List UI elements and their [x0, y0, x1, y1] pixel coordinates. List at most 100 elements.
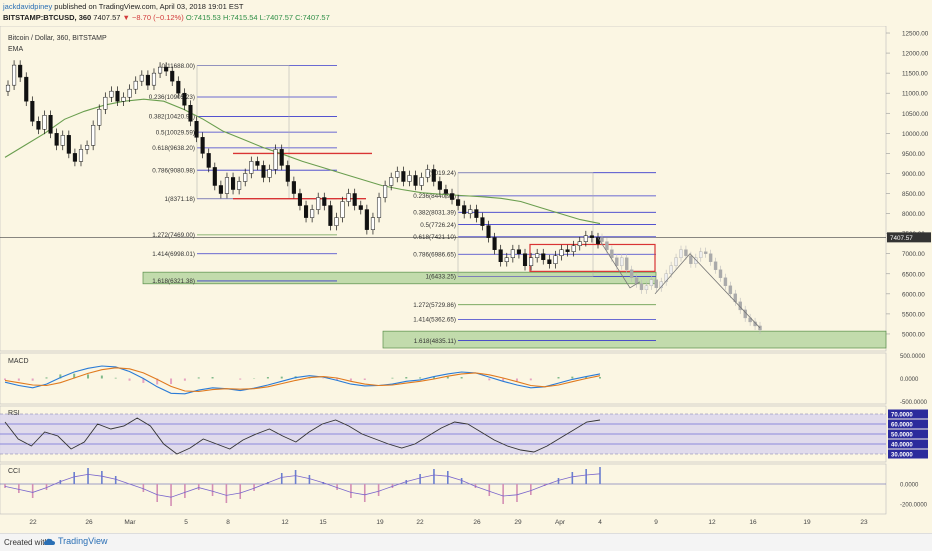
rsi-tick-tag	[888, 409, 928, 419]
macd-tick-label: 0.0000	[900, 377, 919, 383]
candle-body	[24, 76, 29, 102]
fib-level-label: 1.618(6321.38)	[152, 278, 195, 285]
candle-body	[328, 205, 333, 226]
candle-body	[595, 237, 601, 244]
time-tick-label: 19	[803, 519, 811, 526]
rsi-tick-label: 50.0000	[891, 432, 913, 438]
candle-body	[127, 88, 132, 98]
projection-body	[629, 269, 634, 278]
footer: Created with TradingView	[0, 533, 932, 551]
projection-path	[654, 253, 761, 329]
rsi-tick-label: 60.0000	[891, 422, 913, 428]
projection-body	[615, 257, 619, 266]
tradingview-brand[interactable]: TradingView	[58, 536, 108, 546]
fib-level-label: 1.414(6998.01)	[152, 251, 195, 258]
candle-body	[364, 209, 369, 230]
fib-level-label: 0.786(9080.98)	[152, 167, 195, 174]
symbol-line: BITSTAMP:BTCUSD, 360 7407.57 ▼ −8.70 (−0…	[3, 13, 330, 22]
candle-body	[164, 66, 169, 72]
time-tick-label: Apr	[555, 519, 566, 526]
cci-line	[4, 473, 601, 498]
time-tick-label: 29	[514, 519, 522, 526]
fib-level-label: 0.5(7726.24)	[420, 222, 456, 229]
price-tick-label: 10000.00	[902, 131, 929, 138]
candle-body	[486, 225, 491, 238]
rsi-tick-label: 40.0000	[891, 442, 913, 448]
projection-body	[644, 285, 649, 291]
macd-tick-label: -500.0000	[900, 400, 928, 406]
candle-body	[285, 165, 290, 182]
projection-body	[699, 251, 703, 258]
last-price-tag	[887, 232, 931, 243]
time-tick-label: 26	[85, 519, 93, 526]
candle-body	[425, 169, 430, 178]
candle-body	[103, 96, 108, 110]
candle-body	[553, 255, 558, 264]
candle-body	[158, 66, 163, 74]
rsi-tick-tag	[888, 429, 928, 439]
chart-title: Bitcoin / Dollar, 360, BITSTAMP	[8, 35, 107, 42]
candle-body	[559, 249, 564, 256]
projection-body	[718, 269, 723, 278]
projection-body	[605, 241, 609, 250]
rsi-label: RSI	[8, 410, 20, 417]
candle-body	[200, 137, 205, 154]
candle-body	[212, 167, 217, 186]
candle-body	[54, 133, 59, 146]
projection-body	[684, 249, 688, 256]
price-tick-label: 8000.00	[902, 211, 925, 218]
price-tick-label: 9500.00	[902, 151, 925, 158]
candle-body	[30, 100, 35, 122]
candle-body	[401, 171, 406, 182]
candle-body	[346, 193, 351, 202]
candle-body	[498, 249, 503, 262]
projection-body	[708, 253, 713, 262]
macd-tick-label: 500.0000	[900, 354, 926, 360]
candle-body	[577, 241, 582, 246]
candle-body	[340, 201, 345, 218]
candle-body	[12, 64, 17, 86]
candle-body	[431, 169, 436, 182]
candle-body	[224, 177, 230, 194]
symbol-name: BITSTAMP:BTCUSD, 360	[3, 13, 92, 22]
candle-body	[18, 64, 23, 78]
projection-body	[600, 237, 604, 242]
candle-body	[583, 235, 588, 242]
candle-body	[589, 235, 594, 238]
projection-body	[689, 255, 693, 264]
time-tick-label: 26	[473, 519, 481, 526]
fib-level-label: 1.272(5729.86)	[413, 302, 456, 309]
last-price-tag-label: 7407.57	[890, 235, 913, 242]
author-link[interactable]: jackdavidpiney	[3, 2, 53, 11]
time-tick-label: 8	[226, 519, 230, 526]
cci-pane	[0, 463, 887, 515]
candle-body	[468, 209, 473, 214]
publish-header: jackdavidpiney published on TradingView.…	[0, 0, 932, 26]
candle-body	[535, 253, 540, 258]
time-tick-label: 9	[654, 519, 658, 526]
candle-body	[291, 181, 296, 194]
chart-area[interactable]: 12500.00 12000.00 11500.00 11000.00 10500.00…	[0, 26, 932, 533]
candle-body	[370, 217, 375, 230]
candle-body	[310, 209, 315, 218]
price-tick-label: 6500.00	[902, 271, 925, 278]
fib-level-label: 1(8371.18)	[165, 196, 195, 203]
price-tick-label: 6000.00	[902, 291, 925, 298]
fib-level-label: 1.618(4835.11)	[414, 338, 456, 345]
rsi-tick-tag	[888, 419, 928, 429]
candle-body	[273, 149, 278, 170]
price-tick-label: 11000.00	[902, 91, 928, 98]
candle-body	[78, 149, 84, 162]
fib-level-label: 0.618(7421.10)	[413, 234, 456, 241]
fib-level-label: 0(11688.00)	[162, 63, 196, 70]
cci-label: CCI	[8, 468, 20, 475]
fib-range-box	[457, 172, 594, 277]
projection-body	[639, 283, 644, 291]
price-tick-label: 10500.00	[902, 111, 929, 118]
macd-line	[4, 365, 601, 395]
cci-tick-label: -200.0000	[900, 503, 928, 509]
last-price: 7407.57	[93, 13, 121, 22]
time-tick-label: 22	[29, 519, 37, 526]
projection-body	[703, 251, 708, 254]
candle-body	[510, 249, 515, 258]
